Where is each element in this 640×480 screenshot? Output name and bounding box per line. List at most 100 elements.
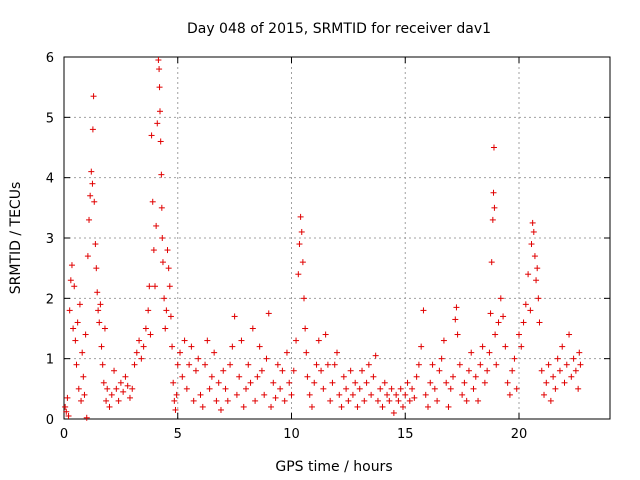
data-point bbox=[452, 316, 459, 323]
data-point bbox=[126, 394, 133, 401]
data-point bbox=[164, 247, 171, 254]
data-point bbox=[174, 361, 181, 368]
data-point bbox=[520, 319, 527, 326]
data-point bbox=[570, 355, 577, 362]
data-point bbox=[402, 391, 409, 398]
data-point bbox=[572, 367, 579, 374]
data-point bbox=[154, 120, 161, 127]
data-point bbox=[563, 361, 570, 368]
data-point bbox=[179, 373, 186, 380]
data-point bbox=[404, 379, 411, 386]
data-point bbox=[504, 379, 511, 386]
data-point bbox=[155, 57, 162, 64]
data-point bbox=[487, 310, 494, 317]
data-point bbox=[495, 319, 502, 326]
data-point bbox=[443, 379, 450, 386]
data-point bbox=[393, 391, 400, 398]
data-point bbox=[231, 313, 238, 320]
data-point bbox=[245, 361, 252, 368]
data-point bbox=[297, 213, 304, 220]
data-point bbox=[167, 313, 174, 320]
data-point bbox=[434, 397, 441, 404]
data-point bbox=[347, 367, 354, 374]
data-point bbox=[338, 403, 345, 410]
data-point bbox=[527, 307, 534, 314]
data-point bbox=[388, 385, 395, 392]
data-point bbox=[67, 277, 74, 284]
data-point bbox=[506, 391, 513, 398]
data-point bbox=[149, 198, 156, 205]
data-point bbox=[490, 189, 497, 196]
data-point bbox=[529, 219, 536, 226]
data-point bbox=[493, 361, 500, 368]
data-point bbox=[101, 325, 108, 332]
data-point bbox=[79, 349, 86, 356]
data-point bbox=[454, 331, 461, 338]
data-point bbox=[240, 403, 247, 410]
data-point bbox=[453, 304, 460, 311]
data-point bbox=[140, 343, 147, 350]
data-point bbox=[568, 373, 575, 380]
y-tick-label: 3 bbox=[46, 232, 54, 247]
x-axis-label: GPS time / hours bbox=[275, 459, 392, 475]
data-point bbox=[148, 132, 155, 139]
data-point bbox=[547, 397, 554, 404]
data-point bbox=[100, 379, 107, 386]
data-point bbox=[99, 361, 106, 368]
data-point bbox=[450, 373, 457, 380]
data-point bbox=[64, 394, 71, 401]
data-point bbox=[313, 361, 320, 368]
data-point bbox=[550, 373, 557, 380]
data-point bbox=[518, 343, 525, 350]
x-tick-label: 5 bbox=[174, 427, 182, 442]
data-point bbox=[349, 391, 356, 398]
data-point bbox=[479, 343, 486, 350]
data-point bbox=[82, 331, 89, 338]
data-point bbox=[288, 391, 295, 398]
data-point bbox=[465, 367, 472, 374]
data-point bbox=[213, 397, 220, 404]
data-point bbox=[81, 391, 88, 398]
data-point bbox=[386, 397, 393, 404]
data-point bbox=[186, 361, 193, 368]
data-point bbox=[497, 295, 504, 302]
data-point bbox=[165, 265, 172, 272]
data-point bbox=[263, 355, 270, 362]
data-point bbox=[152, 283, 158, 290]
data-point bbox=[352, 379, 359, 386]
data-point bbox=[324, 361, 331, 368]
data-point bbox=[220, 367, 227, 374]
axis-ticks bbox=[63, 56, 610, 420]
data-point bbox=[156, 66, 163, 73]
data-point bbox=[265, 310, 272, 317]
x-tick-label: 10 bbox=[283, 427, 300, 442]
data-point bbox=[340, 373, 347, 380]
data-point bbox=[484, 367, 491, 374]
data-point bbox=[161, 295, 168, 302]
data-point bbox=[298, 228, 305, 235]
data-point bbox=[153, 222, 160, 229]
data-point bbox=[87, 192, 94, 199]
data-point bbox=[531, 253, 538, 260]
data-point bbox=[138, 355, 145, 362]
data-point bbox=[445, 403, 452, 410]
data-point bbox=[513, 385, 520, 392]
data-point bbox=[62, 403, 69, 410]
data-point bbox=[425, 403, 431, 410]
data-point bbox=[397, 385, 404, 392]
data-point bbox=[150, 247, 157, 254]
data-point bbox=[296, 241, 303, 248]
data-point bbox=[516, 331, 522, 338]
data-point bbox=[533, 277, 540, 284]
data-point bbox=[166, 283, 173, 290]
data-point bbox=[502, 343, 509, 350]
data-point bbox=[122, 373, 129, 380]
data-point bbox=[199, 403, 206, 410]
data-point bbox=[108, 391, 115, 398]
data-point bbox=[173, 391, 180, 398]
data-point bbox=[490, 144, 497, 151]
data-point bbox=[277, 385, 284, 392]
y-tick-label: 6 bbox=[46, 51, 54, 66]
data-point bbox=[374, 397, 381, 404]
data-point bbox=[459, 391, 466, 398]
